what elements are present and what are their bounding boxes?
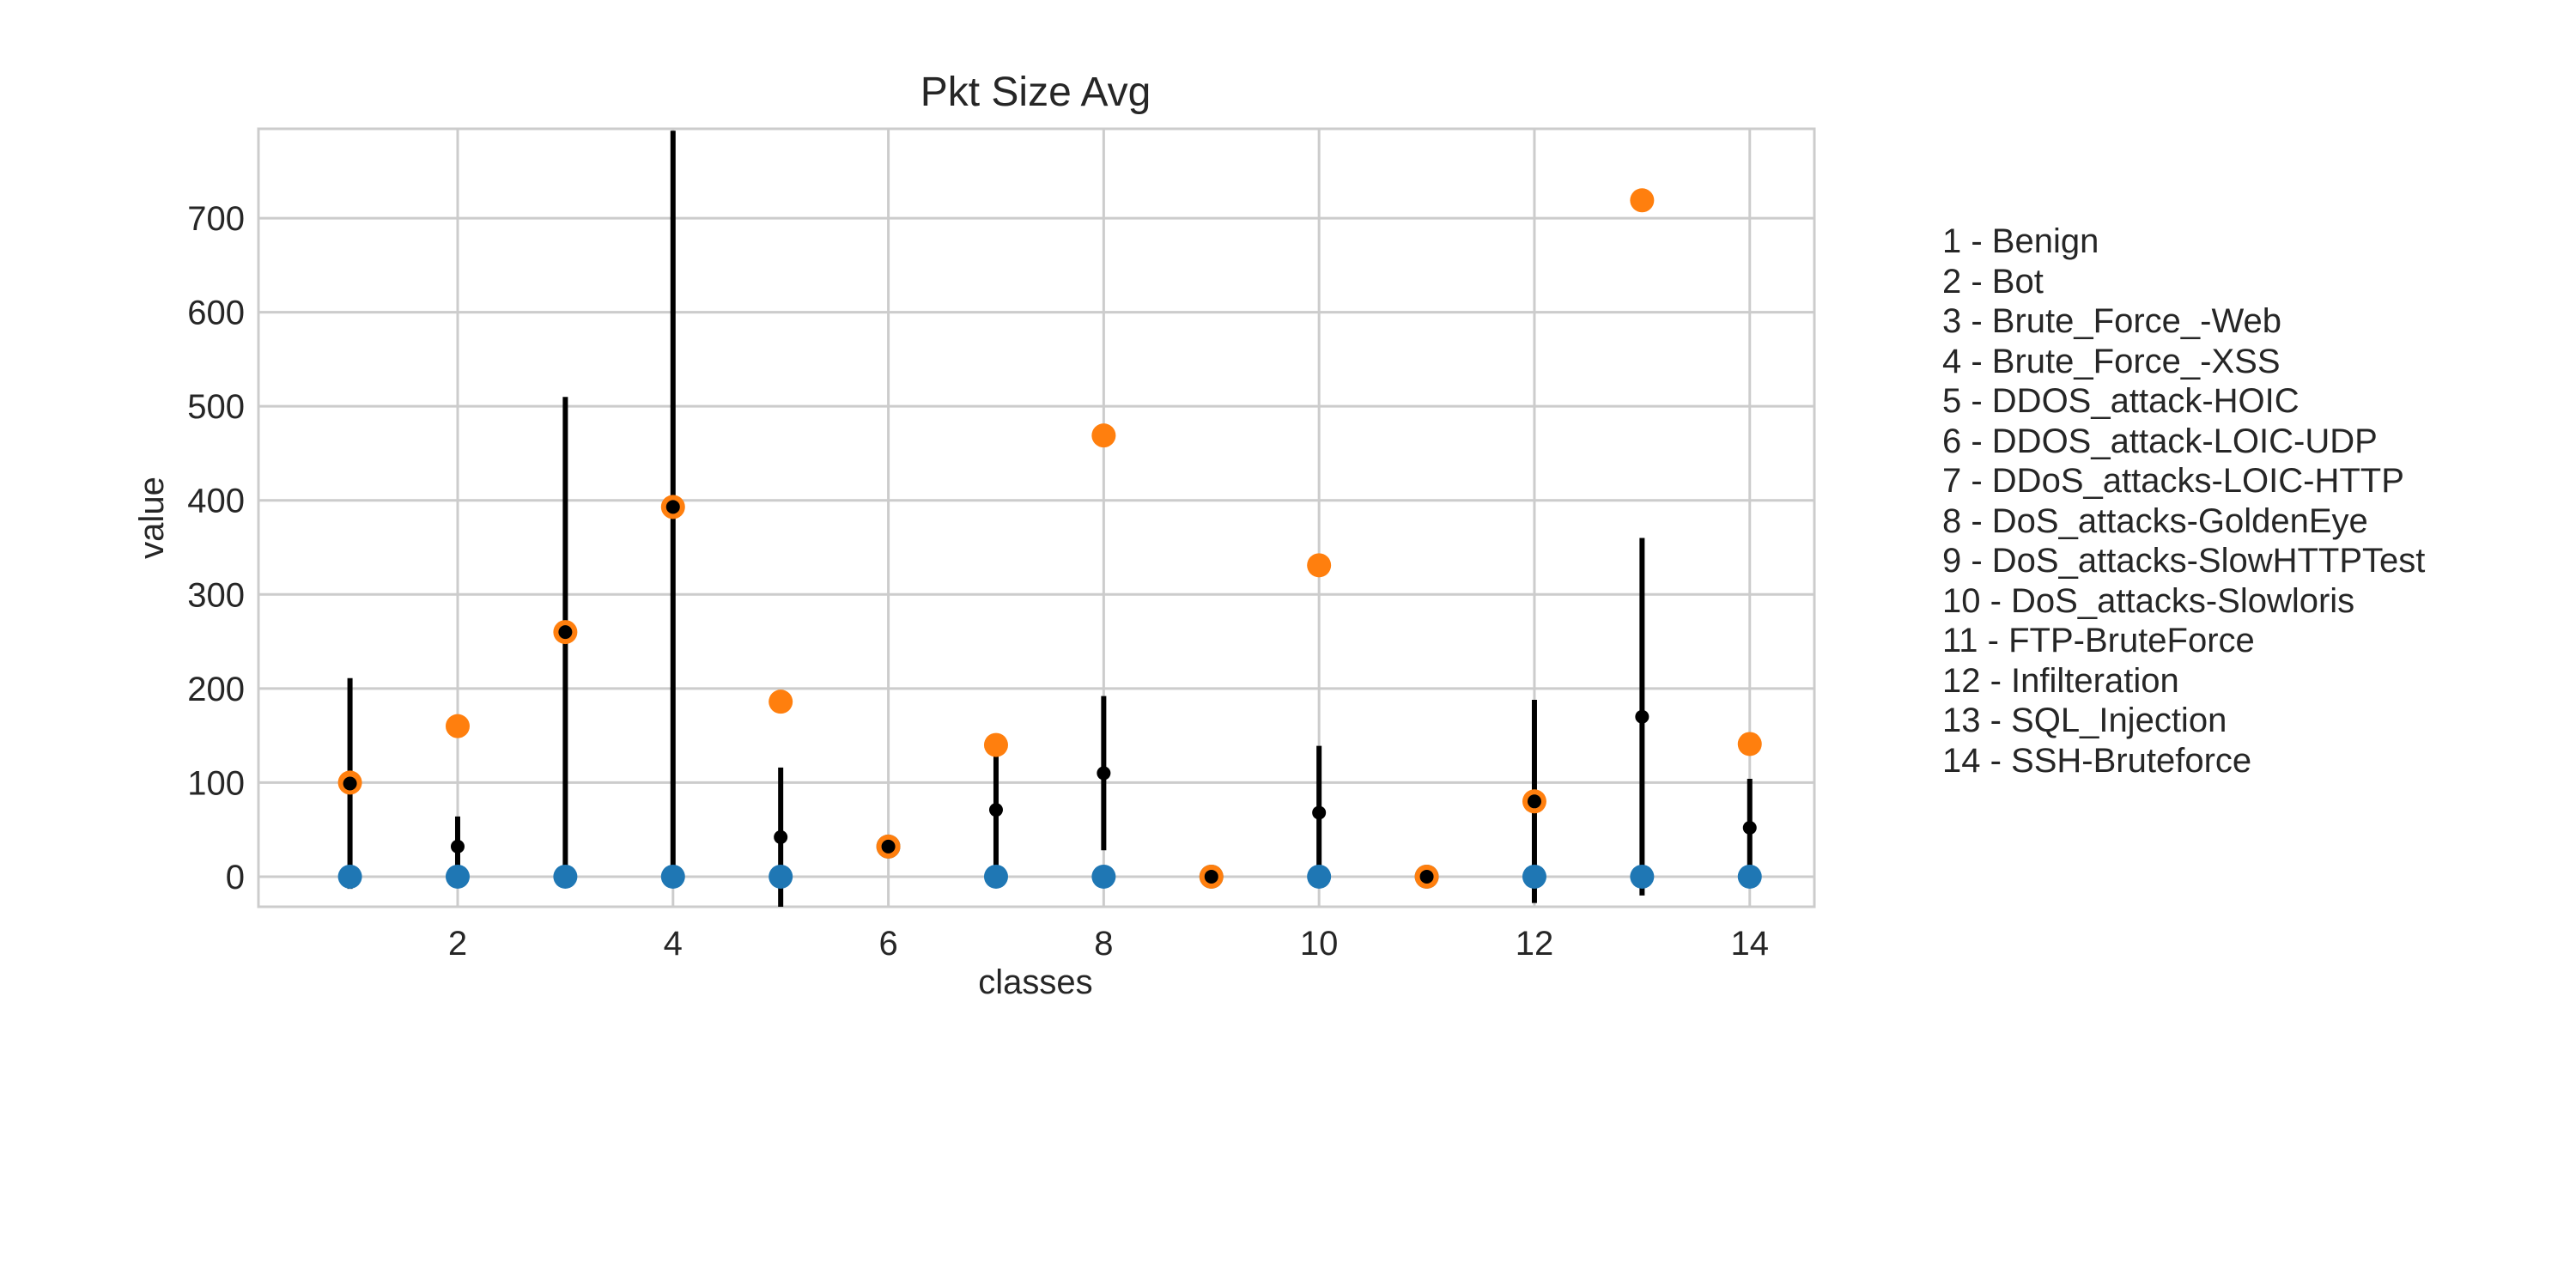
y-tick-label: 500 xyxy=(187,388,245,426)
mean-point xyxy=(1635,709,1649,724)
legend-item: 6 - DDOS_attack-LOIC-UDP xyxy=(1942,422,2378,460)
legend-item: 2 - Bot xyxy=(1942,262,2044,301)
mean-point xyxy=(774,829,788,844)
legend-item: 11 - FTP-BruteForce xyxy=(1942,622,2255,659)
data-points xyxy=(337,188,1762,889)
min-point xyxy=(769,864,793,889)
mean-point xyxy=(881,839,896,854)
y-tick-label: 0 xyxy=(226,859,245,896)
min-point xyxy=(337,864,362,889)
mean-point xyxy=(1527,794,1541,809)
mean-point xyxy=(558,625,573,640)
y-tick-label: 400 xyxy=(187,483,245,520)
max-point xyxy=(983,732,1008,757)
max-point xyxy=(1630,188,1655,213)
mean-point xyxy=(1097,766,1111,781)
legend-item: 14 - SSH-Bruteforce xyxy=(1942,741,2252,780)
legend-item: 9 - DoS_attacks-SlowHTTPTest xyxy=(1942,542,2426,580)
legend-item: 3 - Brute_Force_-Web xyxy=(1942,302,2281,340)
grid-lines xyxy=(258,129,1814,907)
legend-item: 12 - Infilteration xyxy=(1942,661,2179,700)
legend-item: 4 - Brute_Force_-XSS xyxy=(1942,342,2281,380)
plot-area-frame xyxy=(257,127,1816,908)
x-tick-label: 8 xyxy=(1094,925,1113,963)
chart-title: Pkt Size Avg xyxy=(920,70,1151,115)
x-axis-label: classes xyxy=(978,963,1092,1001)
mean-point xyxy=(665,500,680,514)
max-point xyxy=(1091,423,1116,448)
mean-point xyxy=(450,839,465,854)
x-tick-label: 12 xyxy=(1516,925,1554,963)
mean-point xyxy=(1419,869,1434,884)
x-tick-label: 4 xyxy=(664,925,683,963)
max-point xyxy=(769,690,793,714)
y-tick-label: 600 xyxy=(187,295,245,332)
min-point xyxy=(445,864,470,889)
x-tick-label: 2 xyxy=(448,925,467,963)
mean-point xyxy=(1312,805,1327,820)
legend-item: 8 - DoS_attacks-GoldenEye xyxy=(1942,501,2368,540)
y-tick-label: 700 xyxy=(187,200,245,238)
mean-point xyxy=(988,803,1003,817)
y-tick-label: 200 xyxy=(187,671,245,708)
y-tick-label: 300 xyxy=(187,576,245,614)
mean-point xyxy=(1742,820,1757,835)
min-point xyxy=(1091,864,1116,889)
mean-point xyxy=(343,776,357,791)
y-axis-label: value xyxy=(133,477,171,559)
x-tick-label: 10 xyxy=(1300,925,1339,963)
legend: 1 - Benign 2 - Bot 3 - Brute_Force_-Web … xyxy=(1942,222,2425,781)
min-point xyxy=(1522,864,1546,889)
min-point xyxy=(1307,864,1332,889)
min-point xyxy=(553,864,578,889)
legend-item: 7 - DDoS_attacks-LOIC-HTTP xyxy=(1942,462,2404,500)
min-point xyxy=(1737,864,1762,889)
error-bars xyxy=(347,131,1753,907)
mean-point xyxy=(1204,869,1218,884)
legend-item: 1 - Benign xyxy=(1942,222,2099,260)
legend-item: 5 - DDOS_attack-HOIC xyxy=(1942,382,2300,420)
y-tick-label: 100 xyxy=(187,764,245,802)
legend-item: 13 - SQL_Injection xyxy=(1942,702,2227,739)
max-point xyxy=(1737,732,1762,756)
min-point xyxy=(660,864,685,889)
min-point xyxy=(1630,864,1655,889)
min-point xyxy=(983,864,1008,889)
legend-item: 10 - DoS_attacks-Slowloris xyxy=(1942,581,2355,620)
max-point xyxy=(1307,553,1332,578)
x-tick-label: 6 xyxy=(878,925,897,963)
x-tick-label: 14 xyxy=(1731,925,1770,963)
tick-labels: 2 4 6 8 10 12 14 0 100 200 300 400 500 600 700 xyxy=(187,200,1769,963)
max-point xyxy=(445,714,470,738)
